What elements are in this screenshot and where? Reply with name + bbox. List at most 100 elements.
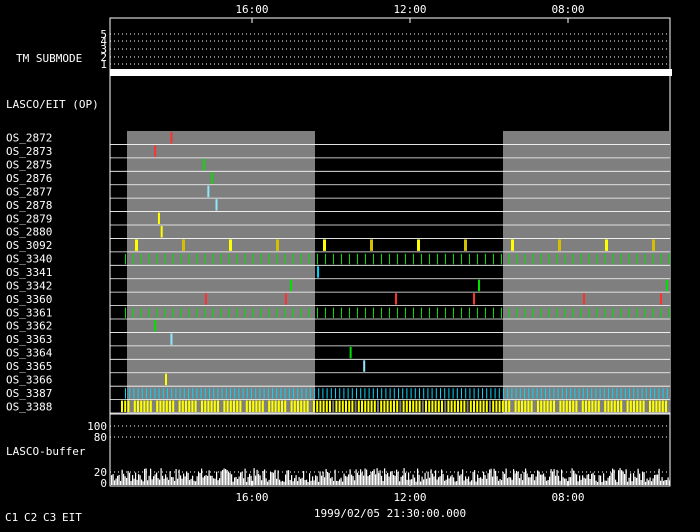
buffer-level-bar [645, 481, 647, 485]
buffer-level-bar [409, 479, 411, 485]
os-event-mark [556, 400, 559, 413]
buffer-level-bar [505, 468, 507, 485]
os-event-mark [181, 400, 184, 413]
buffer-level-bar [519, 478, 521, 485]
buffer-level-bar [180, 475, 182, 485]
os-event-mark [587, 388, 588, 399]
os-event-mark [540, 400, 543, 413]
buffer-level-bar [456, 481, 458, 485]
os-event-mark [594, 400, 597, 413]
buffer-level-bar [634, 476, 636, 485]
buffer-level-bar [310, 480, 312, 485]
buffer-level-bar [666, 479, 668, 485]
os-row-label: OS_3342 [6, 279, 52, 292]
os-event-mark [637, 388, 639, 399]
buffer-level-bar [222, 469, 224, 485]
buffer-level-bar [586, 474, 588, 485]
buffer-level-bar [255, 475, 257, 485]
buffer-level-bar [171, 477, 173, 485]
os-event-mark [532, 388, 534, 399]
os-event-mark [597, 400, 600, 413]
os-event-mark [607, 400, 610, 413]
os-row-label: OS_2873 [6, 145, 52, 158]
os-event-mark [599, 388, 601, 399]
os-event-mark [349, 307, 350, 319]
os-event-mark [333, 307, 334, 319]
os-event-mark [435, 388, 437, 399]
os-event-mark [272, 388, 273, 399]
os-event-mark [395, 293, 397, 305]
os-event-mark [253, 307, 254, 319]
buffer-level-bar [372, 470, 374, 485]
os-event-mark [533, 253, 534, 265]
buffer-level-bar [543, 473, 545, 485]
buffer-level-bar [225, 469, 227, 485]
buffer-level-bar [478, 478, 480, 485]
os-event-mark [377, 400, 379, 413]
os-event-mark [157, 212, 160, 225]
os-event-mark [524, 388, 525, 399]
os-event-mark [658, 400, 661, 413]
os-row-label: OS_3364 [6, 347, 53, 360]
buffer-level-bar [391, 471, 393, 485]
os-event-mark [578, 400, 581, 413]
buffer-level-bar [571, 468, 573, 485]
buffer-level-bar [450, 476, 452, 485]
os-event-mark [269, 307, 270, 319]
buffer-level-bar [291, 475, 293, 485]
buffer-level-bar [462, 469, 464, 485]
buffer-level-bar [612, 468, 614, 485]
os-event-mark [461, 307, 462, 319]
buffer-level-bar [202, 477, 204, 485]
os-event-mark [543, 400, 546, 413]
os-event-mark [479, 400, 482, 413]
os-event-mark [349, 346, 352, 359]
os-event-mark [597, 253, 598, 265]
buffer-level-bar [667, 477, 669, 485]
os-event-mark [121, 400, 123, 413]
buffer-level-bar [529, 477, 531, 485]
buffer-level-bar [195, 481, 197, 485]
os-event-mark [329, 400, 331, 413]
os-event-mark [652, 239, 655, 251]
os-event-mark [265, 400, 267, 413]
buffer-level-bar [591, 473, 593, 485]
os-event-mark [636, 400, 639, 413]
timestamp-label: 1999/02/05 21:30:00.000 [314, 507, 466, 520]
os-event-mark [645, 388, 647, 399]
buffer-level-bar [334, 469, 336, 485]
buffer-level-bar [157, 478, 159, 485]
buffer-level-bar [193, 480, 195, 485]
os-event-mark [406, 388, 408, 399]
os-event-mark [565, 253, 566, 265]
os-event-mark [330, 388, 332, 399]
os-event-mark [188, 400, 191, 413]
buffer-level-bar [375, 474, 377, 485]
buffer-tick: 0 [100, 477, 107, 490]
buffer-level-bar [468, 476, 470, 485]
buffer-level-bar [511, 479, 513, 485]
buffer-level-bar [436, 479, 438, 485]
os-event-mark [181, 307, 182, 319]
buffer-level-bar [196, 476, 198, 485]
buffer-level-bar [424, 472, 426, 485]
os-event-mark [301, 388, 303, 399]
buffer-level-bar [360, 469, 362, 485]
buffer-level-bar [526, 473, 528, 485]
os-event-mark [508, 400, 511, 413]
os-event-mark [573, 307, 574, 319]
buffer-level-bar [150, 468, 152, 485]
os-event-mark [205, 307, 206, 319]
os-event-mark [413, 253, 414, 265]
os-event-mark [553, 400, 555, 413]
buffer-level-bar [250, 475, 252, 485]
buffer-level-bar [532, 474, 534, 485]
buffer-level-bar [349, 469, 351, 485]
os-event-mark [181, 253, 182, 265]
os-event-mark [620, 388, 622, 399]
buffer-level-bar [639, 473, 641, 485]
os-event-mark [129, 388, 131, 399]
buffer-level-bar [241, 471, 243, 485]
os-event-mark [608, 388, 609, 399]
buffer-level-bar [633, 473, 635, 485]
